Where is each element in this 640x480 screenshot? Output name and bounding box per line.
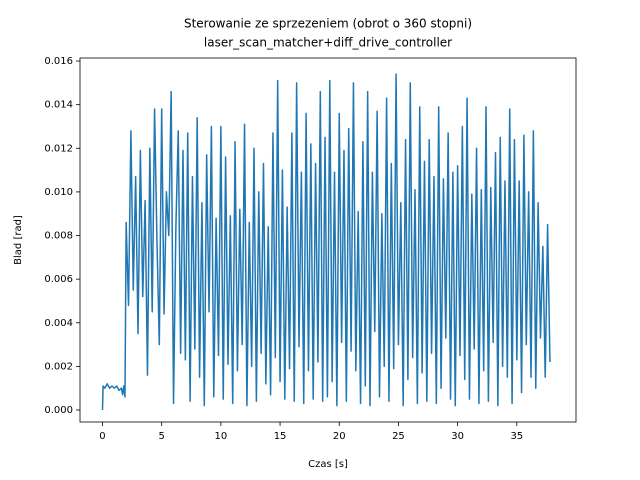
y-tick-label: 0.008 — [44, 231, 73, 242]
chart-subtitle: laser_scan_matcher+diff_drive_controller — [204, 36, 452, 50]
x-tick-label: 5 — [158, 431, 164, 442]
plot-frame — [79, 57, 577, 423]
x-tick-label: 10 — [215, 431, 228, 442]
y-tick-label: 0.004 — [44, 318, 73, 329]
x-tick-label: 0 — [99, 431, 105, 442]
x-tick-label: 25 — [392, 431, 405, 442]
y-tick-label: 0.012 — [44, 143, 73, 154]
y-tick-label: 0.010 — [44, 187, 73, 198]
y-tick-label: 0.000 — [44, 405, 73, 416]
y-axis-label: Blad [rad] — [13, 215, 24, 265]
x-tick-label: 15 — [274, 431, 287, 442]
y-tick-label: 0.002 — [44, 361, 73, 372]
x-tick-label: 35 — [510, 431, 523, 442]
x-tick-label: 20 — [333, 431, 346, 442]
y-tick-label: 0.006 — [44, 274, 73, 285]
y-tick-label: 0.016 — [44, 56, 73, 67]
chart-title: Sterowanie ze sprzezeniem (obrot o 360 s… — [184, 17, 472, 31]
x-axis-label: Czas [s] — [308, 459, 348, 470]
x-tick-label: 30 — [451, 431, 464, 442]
y-tick-label: 0.014 — [44, 100, 73, 111]
data-line — [101, 73, 551, 411]
